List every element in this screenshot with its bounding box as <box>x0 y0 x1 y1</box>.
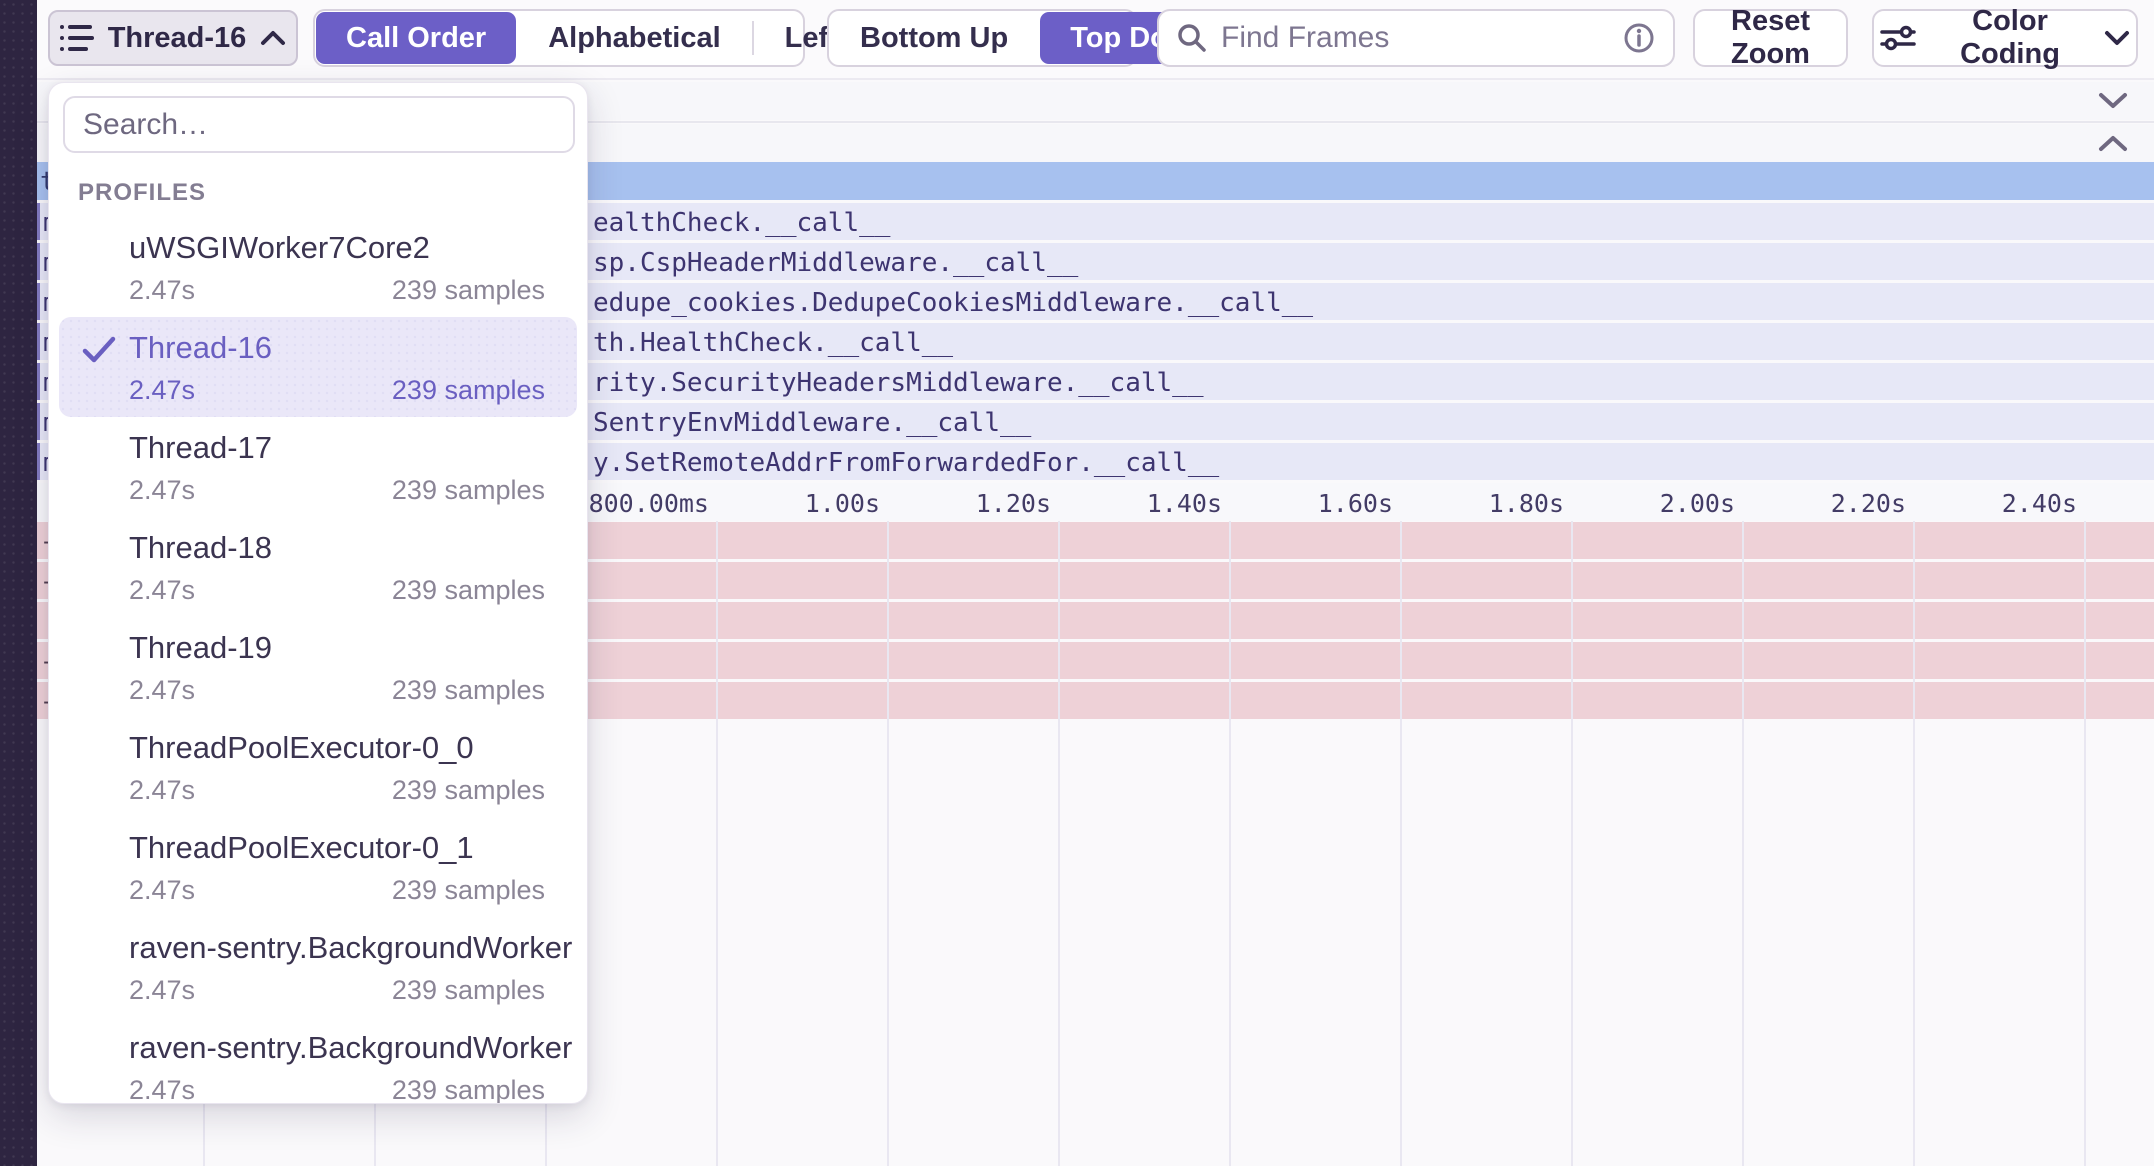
axis-tick-label: 1.60s <box>1317 489 1393 518</box>
axis-tick-label: 2.20s <box>1830 489 1906 518</box>
profile-duration: 2.47s <box>129 975 196 1005</box>
profile-duration: 2.47s <box>129 575 196 605</box>
axis-tick-label: 800.00ms <box>588 489 709 518</box>
profile-option[interactable]: ThreadPoolExecutor-0_1 2.47s 239 samples <box>59 817 577 917</box>
profiles-list: uWSGIWorker7Core2 2.47s 239 samples Thre… <box>49 217 587 1104</box>
search-icon <box>1177 23 1207 53</box>
chevron-down-icon <box>2104 30 2130 46</box>
find-frames-input[interactable] <box>1157 9 1675 67</box>
axis-tick-label: 1.40s <box>1146 489 1222 518</box>
profile-samples: 239 samples <box>391 1075 545 1104</box>
thread-selector-label: Thread-16 <box>107 21 247 54</box>
chevron-down-icon[interactable] <box>2098 92 2128 110</box>
divider <box>37 121 2154 123</box>
left-edge-strip <box>0 0 37 1166</box>
gridline <box>1229 521 1231 1166</box>
axis-tick-label: 2.40s <box>2001 489 2077 518</box>
profile-option[interactable]: Thread-18 2.47s 239 samples <box>59 517 577 617</box>
profile-option[interactable]: raven-sentry.BackgroundWorker 2.47s 239 … <box>59 1017 577 1104</box>
gridline <box>1913 521 1915 1166</box>
flamegraph-area: t m ealthCheck.__call__ m sp.CspHeaderMi… <box>37 80 2154 1166</box>
profile-duration: 2.47s <box>129 875 196 905</box>
thread-selector-button[interactable]: Thread-16 <box>48 10 298 66</box>
profile-samples: 239 samples <box>391 575 545 605</box>
profile-duration: 2.47s <box>129 475 196 505</box>
tab-alphabetical[interactable]: Alphabetical <box>518 12 750 64</box>
profile-duration: 2.47s <box>129 375 196 405</box>
flame-row-label: SentryEnvMiddleware.__call__ <box>593 408 1032 438</box>
profile-duration: 2.47s <box>129 675 196 705</box>
profile-samples: 239 samples <box>391 675 545 705</box>
profile-samples: 239 samples <box>391 375 545 405</box>
flame-row-label: ealthCheck.__call__ <box>593 208 891 238</box>
profile-name: Thread-17 <box>129 430 273 465</box>
gridline <box>1058 521 1060 1166</box>
axis-tick-label: 1.00s <box>804 489 880 518</box>
profile-option[interactable]: Thread-19 2.47s 239 samples <box>59 617 577 717</box>
profile-option[interactable]: ThreadPoolExecutor-0_0 2.47s 239 samples <box>59 717 577 817</box>
info-icon[interactable] <box>1623 22 1655 54</box>
sort-order-tabs: Call Order Alphabetical Left Heavy <box>313 9 931 67</box>
axis-tick-label: 1.20s <box>975 489 1051 518</box>
profile-option[interactable]: raven-sentry.BackgroundWorker 2.47s 239 … <box>59 917 577 1017</box>
flame-row-label: th.HealthCheck.__call__ <box>593 328 954 358</box>
profile-duration: 2.47s <box>129 275 196 305</box>
profile-samples: 239 samples <box>391 475 545 505</box>
checkmark-icon <box>81 335 117 365</box>
profile-duration: 2.47s <box>129 775 196 805</box>
profile-samples: 239 samples <box>391 275 545 305</box>
profile-samples: 239 samples <box>391 875 545 905</box>
profile-name: Thread-18 <box>129 530 273 565</box>
profile-option[interactable]: Thread-16 2.47s 239 samples <box>59 317 577 417</box>
profile-name: Thread-19 <box>129 630 273 665</box>
reset-zoom-button[interactable]: Reset Zoom <box>1693 5 1848 70</box>
gridline <box>1571 521 1573 1166</box>
dropdown-search-input[interactable] <box>63 96 575 153</box>
tab-call-order[interactable]: Call Order <box>316 12 517 64</box>
gridline <box>1400 521 1402 1166</box>
direction-tabs: Bottom Up Top Down <box>827 9 1239 67</box>
gridline <box>2084 521 2086 1166</box>
profile-name: Thread-16 <box>129 330 273 365</box>
tab-bottom-up[interactable]: Bottom Up <box>830 12 1038 64</box>
flame-row-label: sp.CspHeaderMiddleware.__call__ <box>593 248 1079 278</box>
profile-samples: 239 samples <box>391 975 545 1005</box>
profile-name: ThreadPoolExecutor-0_1 <box>129 830 474 865</box>
list-icon <box>59 23 94 53</box>
flame-row-label: edupe_cookies.DedupeCookiesMiddleware.__… <box>593 288 1314 318</box>
profile-name: raven-sentry.BackgroundWorker <box>129 1030 573 1065</box>
toolbar: Thread-16 Call Order Alphabetical Left H… <box>37 0 2154 80</box>
gridline <box>887 521 889 1166</box>
gridline <box>716 521 718 1166</box>
profile-option[interactable]: uWSGIWorker7Core2 2.47s 239 samples <box>59 217 577 317</box>
axis-tick-label: 1.80s <box>1488 489 1564 518</box>
profile-duration: 2.47s <box>129 1075 196 1104</box>
flame-row-label: y.SetRemoteAddrFromForwardedFor.__call__ <box>593 448 1220 478</box>
gridline <box>1742 521 1744 1166</box>
axis-tick-label: 2.00s <box>1659 489 1735 518</box>
profiles-section-label: PROFILES <box>78 179 207 206</box>
chevron-up-icon[interactable] <box>2098 134 2128 152</box>
color-coding-label: Color Coding <box>1960 5 2060 70</box>
profile-name: ThreadPoolExecutor-0_0 <box>129 730 474 765</box>
sliders-icon <box>1880 24 1916 52</box>
thread-dropdown: PROFILES uWSGIWorker7Core2 2.47s 239 sam… <box>48 82 588 1104</box>
find-frames-field[interactable] <box>1219 20 1611 56</box>
profile-samples: 239 samples <box>391 775 545 805</box>
profile-name: uWSGIWorker7Core2 <box>129 230 430 265</box>
divider <box>751 21 754 55</box>
profile-name: raven-sentry.BackgroundWorker <box>129 930 573 965</box>
profile-option[interactable]: Thread-17 2.47s 239 samples <box>59 417 577 517</box>
color-coding-button[interactable]: Color Coding <box>1872 5 2138 70</box>
chevron-up-icon <box>260 30 286 46</box>
flame-row-label: rity.SecurityHeadersMiddleware.__call__ <box>593 368 1204 398</box>
